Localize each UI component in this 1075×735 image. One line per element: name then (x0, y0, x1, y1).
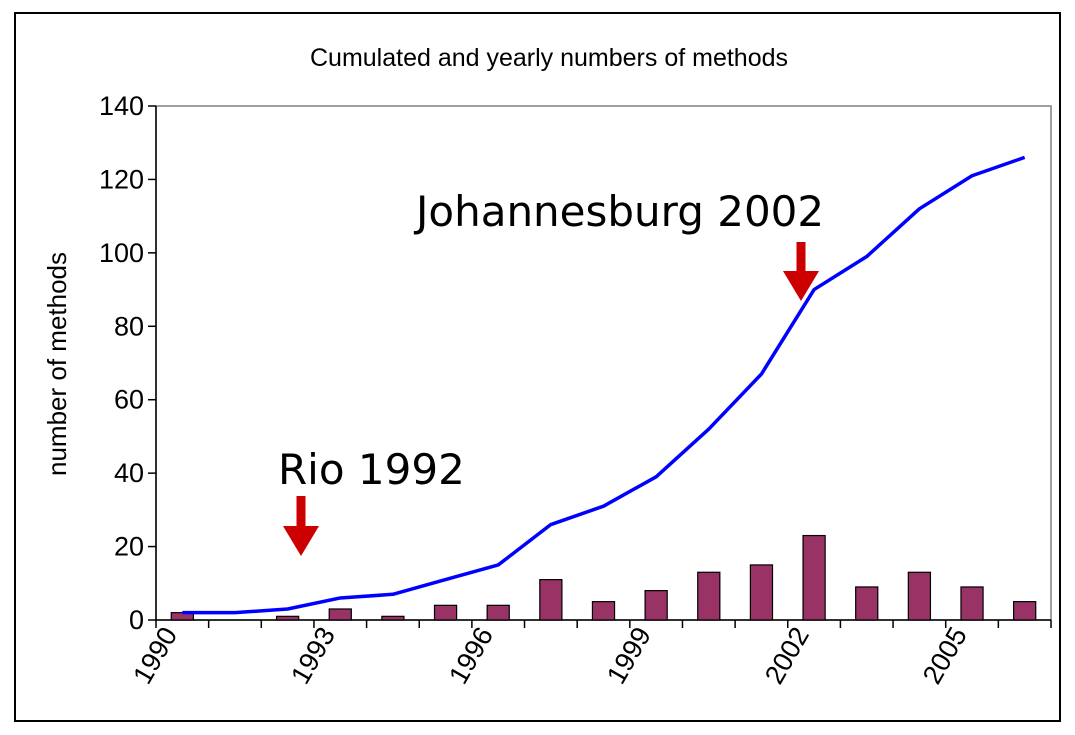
y-tick-label: 120 (99, 164, 144, 194)
y-tick-label: 80 (114, 311, 144, 341)
bar (855, 586, 879, 621)
bar (802, 534, 826, 621)
bar (591, 601, 616, 621)
plot-border (155, 105, 1052, 621)
cumulative-line (182, 155, 1026, 615)
chart-title: Cumulated and yearly numbers of methods (310, 44, 788, 72)
chart-frame: Cumulated and yearly numbers of methods … (14, 12, 1061, 722)
bar (433, 604, 458, 621)
bar (328, 608, 352, 621)
chart: Cumulated and yearly numbers of methods … (42, 44, 1052, 689)
y-tick-label: 100 (99, 238, 144, 268)
bar (1013, 601, 1037, 621)
bar (381, 615, 405, 621)
y-tick-label: 20 (114, 532, 144, 562)
bar (486, 604, 510, 621)
bar (697, 571, 721, 621)
bar (275, 615, 300, 621)
bar (644, 590, 668, 621)
annotation-arrow (283, 496, 319, 556)
annotation-arrow (783, 242, 819, 301)
x-tick-label: 2002 (759, 622, 815, 689)
x-tick-label: 1999 (601, 622, 657, 689)
x-tick-label: 1993 (285, 622, 341, 689)
y-tick-label: 40 (114, 458, 144, 488)
bar (749, 564, 774, 621)
x-tick-label: 2005 (917, 622, 973, 689)
annotation-label: Rio 1992 (278, 445, 465, 494)
y-tick-label: 0 (129, 605, 144, 635)
annotation-label: Johannesburg 2002 (413, 187, 824, 236)
y-tick-label: 60 (114, 385, 144, 415)
bar (907, 571, 932, 621)
bar (960, 586, 984, 621)
x-tick-label: 1996 (443, 622, 499, 689)
bar (539, 579, 563, 621)
y-tick-label: 140 (99, 91, 144, 121)
y-axis-label: number of methods (42, 252, 72, 476)
